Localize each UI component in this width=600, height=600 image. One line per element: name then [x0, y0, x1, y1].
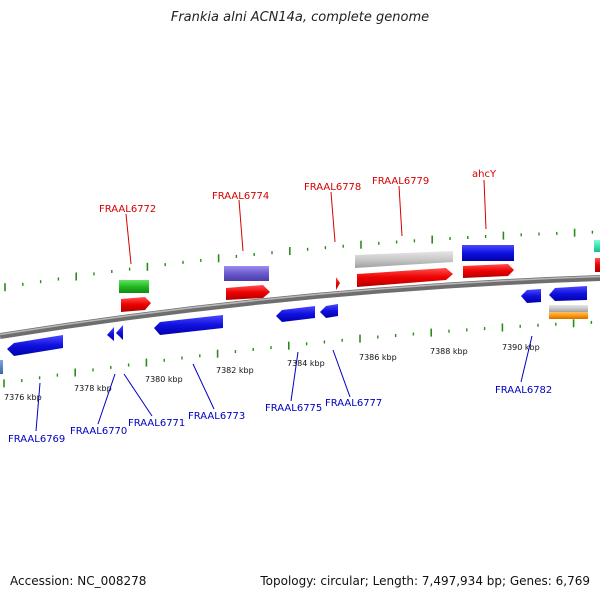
gene-label[interactable]: ahcY	[472, 169, 497, 180]
forward-leaders	[125, 179, 487, 265]
gene-red-edge[interactable]	[595, 258, 600, 272]
topology-summary: Topology: circular; Length: 7,497,934 bp…	[260, 574, 590, 588]
gene-gray-small[interactable]	[549, 305, 588, 312]
gene-fraal6770[interactable]	[107, 327, 114, 341]
gene-teal-edge[interactable]	[594, 240, 600, 252]
gene-label[interactable]: FRAAL6775	[265, 403, 322, 414]
scale-label: 7390 kbp	[502, 343, 540, 352]
gene-label[interactable]: FRAAL6769	[8, 434, 65, 445]
gene-label[interactable]: FRAAL6777	[325, 398, 382, 409]
scale-label: 7380 kbp	[145, 375, 183, 384]
gene-fraal6777[interactable]	[320, 304, 338, 318]
gene-orange[interactable]	[549, 312, 588, 319]
gene-label[interactable]: FRAAL6782	[495, 385, 552, 396]
reverse-leaders	[35, 335, 533, 432]
gene-fraal6769[interactable]	[7, 335, 63, 356]
scale-label: 7384 kbp	[287, 359, 325, 368]
gene-fraal6775[interactable]	[276, 306, 315, 322]
accession-text: Accession: NC_008278	[10, 574, 147, 588]
gene-fraal6773[interactable]	[154, 315, 223, 335]
gene-label[interactable]: FRAAL6771	[128, 418, 185, 429]
gene-green[interactable]	[119, 280, 149, 293]
backbone-highlight	[0, 275, 600, 336]
gene-fraal6782[interactable]	[521, 289, 541, 303]
scale-label: 7388 kbp	[430, 347, 468, 356]
gene-steel-edge[interactable]	[0, 360, 3, 374]
reverse-gene-labels: FRAAL6769 FRAAL6770 FRAAL6771 FRAAL6773 …	[8, 385, 552, 445]
forward-genes	[119, 240, 600, 312]
gene-label[interactable]: FRAAL6774	[212, 191, 269, 202]
scale-label: 7386 kbp	[359, 353, 397, 362]
chromosome-backbone	[0, 275, 600, 339]
reverse-genes	[0, 286, 588, 374]
gene-label[interactable]: FRAAL6773	[188, 411, 245, 422]
scale-label: 7376 kbp	[4, 393, 42, 402]
gene-label[interactable]: FRAAL6779	[372, 176, 429, 187]
gene-blue-right[interactable]	[549, 286, 587, 301]
reverse-strand-ticks	[3, 319, 593, 388]
gene-fraal6779[interactable]	[355, 251, 453, 268]
gene-label[interactable]: FRAAL6772	[99, 204, 156, 215]
gene-ahcy[interactable]	[462, 245, 514, 261]
gene-purple[interactable]	[224, 266, 269, 281]
scale-label: 7378 kbp	[74, 384, 112, 393]
forward-strand-ticks	[4, 228, 594, 292]
gene-red-right[interactable]	[463, 264, 514, 278]
scale-label: 7382 kbp	[216, 366, 254, 375]
scale-labels: 7376 kbp 7378 kbp 7380 kbp 7382 kbp 7384…	[4, 343, 540, 402]
map-title: Frankia alni ACN14a, complete genome	[170, 10, 430, 25]
forward-gene-labels: FRAAL6772 FRAAL6774 FRAAL6778 FRAAL6779 …	[99, 169, 497, 215]
gene-fraal6772[interactable]	[121, 297, 151, 312]
gene-fraal6774[interactable]	[226, 285, 270, 300]
gene-fraal6778[interactable]	[336, 277, 340, 290]
gene-label[interactable]: FRAAL6778	[304, 182, 361, 193]
gene-fraal6771[interactable]	[116, 325, 123, 340]
gene-label[interactable]: FRAAL6770	[70, 426, 127, 437]
gene-red-long[interactable]	[357, 268, 453, 287]
